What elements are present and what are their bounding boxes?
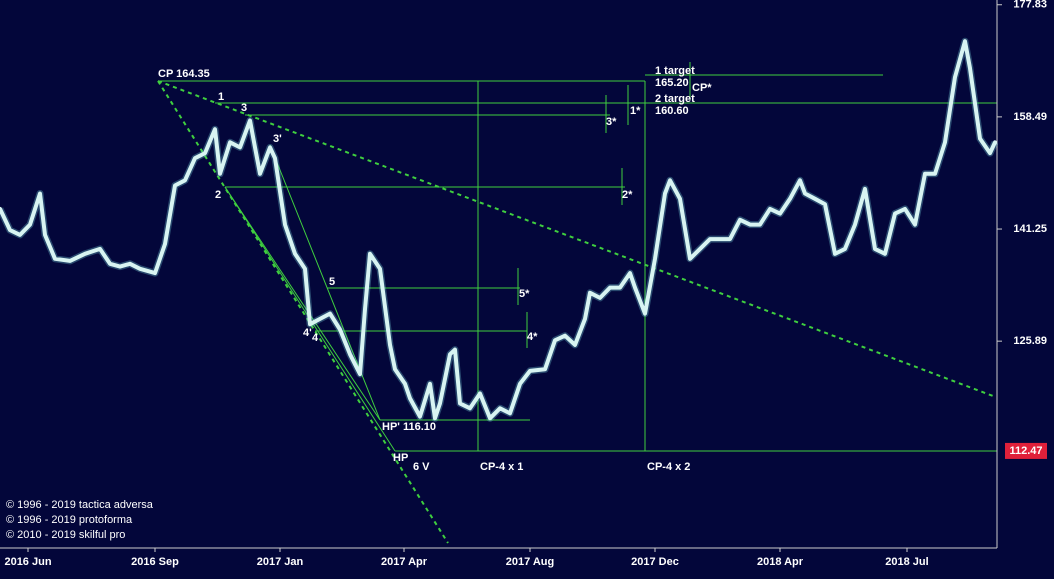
annotation: 2* xyxy=(622,189,633,201)
annotation: 3 xyxy=(241,102,247,114)
annotation: 1 xyxy=(218,91,224,103)
annotation: HP' 116.10 xyxy=(382,421,436,433)
annotation-lines xyxy=(157,62,997,544)
annotation: HP xyxy=(393,452,408,464)
copyright: © 1996 - 2019 tactica adversa xyxy=(6,499,154,511)
annotation: 2 xyxy=(215,189,221,201)
annotation: 3* xyxy=(606,116,617,128)
annotation: 5 xyxy=(329,276,335,288)
trend-line xyxy=(157,80,449,544)
annotation: 160.60 xyxy=(655,105,689,117)
price-line xyxy=(0,39,997,421)
trend-line xyxy=(224,186,381,421)
x-tick-label: 2018 Jul xyxy=(885,556,928,568)
annotation: 5* xyxy=(519,288,530,300)
annotation: 4' xyxy=(303,327,312,339)
y-tick-label: 177.83 xyxy=(1013,0,1047,11)
x-tick-label: 2017 Dec xyxy=(631,556,679,568)
copyright: © 2010 - 2019 skilful pro xyxy=(6,529,125,541)
annotation: 3' xyxy=(273,133,282,145)
y-tick-label: 141.25 xyxy=(1013,223,1047,235)
price-marker xyxy=(1005,442,1047,459)
annotation: 2 target xyxy=(655,93,695,105)
annotation: CP-4 x 1 xyxy=(480,461,523,473)
annotation: 6 V xyxy=(413,461,430,473)
x-tick-label: 2017 Jan xyxy=(257,556,304,568)
annotation: CP* xyxy=(692,82,712,94)
x-tick-label: 2017 Apr xyxy=(381,556,428,568)
x-tick-label: 2017 Aug xyxy=(506,556,555,568)
annotation: 4* xyxy=(527,331,538,343)
annotation: 1 target xyxy=(655,65,695,77)
annotation: 165.20 xyxy=(655,77,689,89)
x-tick-label: 2018 Apr xyxy=(757,556,804,568)
annotation: CP-4 x 2 xyxy=(647,461,690,473)
annotation: CP 164.35 xyxy=(158,68,210,80)
copyright: © 1996 - 2019 protoforma xyxy=(6,514,133,526)
y-tick-label: 158.49 xyxy=(1013,111,1047,123)
y-tick-label: 125.89 xyxy=(1013,335,1047,347)
price-marker-label: 112.47 xyxy=(1009,445,1042,457)
annotation: 4 xyxy=(312,332,319,344)
x-tick-label: 2016 Sep xyxy=(131,556,179,568)
x-tick-label: 2016 Jun xyxy=(4,556,51,568)
annotation: 1* xyxy=(630,105,641,117)
